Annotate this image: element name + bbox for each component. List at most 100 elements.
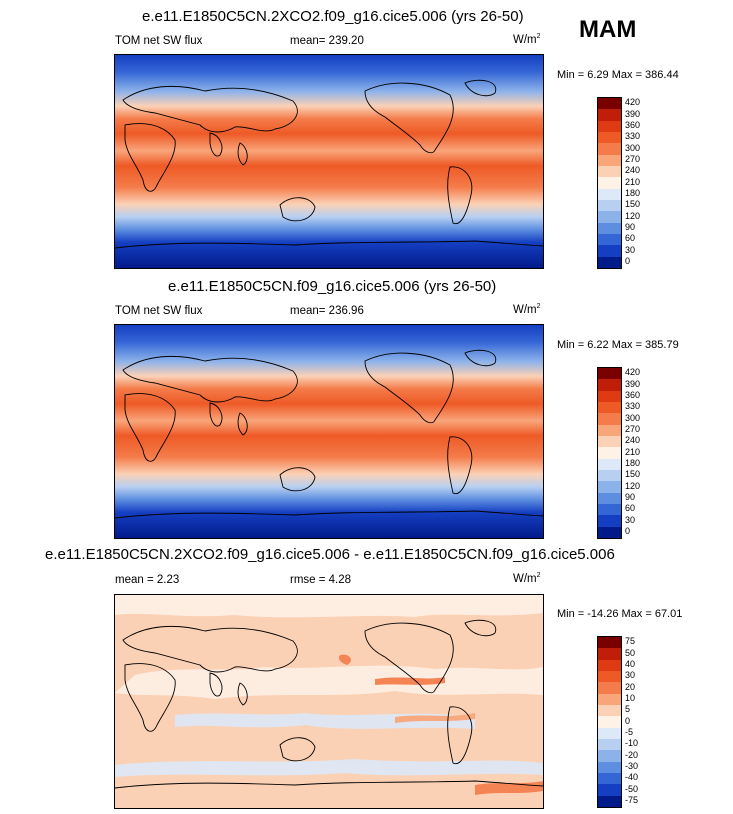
colorbar-tick-label: -20 (625, 749, 639, 760)
colorbar-tick-label: 420 (625, 97, 641, 108)
colorbar-tick-label: 330 (625, 401, 641, 412)
panel2-variable: TOM net SW flux (115, 305, 203, 317)
panel1-variable: TOM net SW flux (115, 35, 203, 47)
colorbar-box (598, 716, 621, 729)
colorbar-box (598, 234, 621, 246)
colorbar-tick-label: -10 (625, 738, 639, 749)
colorbar-tick-label: 150 (625, 199, 641, 210)
colorbar-tick-label: 300 (625, 412, 641, 423)
colorbar-box (598, 390, 621, 403)
colorbar-tick-label: 270 (625, 423, 641, 434)
colorbar-tick-label: 0 (625, 525, 631, 536)
colorbar-tick-label: 90 (625, 221, 636, 232)
colorbar-tick-label: 60 (625, 233, 636, 244)
colorbar-tick-label: 240 (625, 165, 641, 176)
colorbar-box (598, 120, 621, 133)
colorbar-box (598, 447, 621, 460)
colorbar-box (598, 682, 621, 695)
panel1-minmax: Min = 6.29 Max = 386.44 (557, 69, 679, 81)
colorbar-tick-label: 0 (625, 255, 631, 266)
colorbar-tick-label: 360 (625, 389, 641, 400)
colorbar-tick-label: 40 (625, 658, 636, 669)
colorbar-box (598, 143, 621, 156)
panel2-colorbar (597, 367, 622, 539)
colorbar-box (598, 177, 621, 190)
colorbar-box (598, 773, 621, 785)
colorbar-box (598, 648, 621, 661)
colorbar-box (598, 795, 621, 808)
panel1-map (114, 54, 544, 269)
colorbar-box (598, 256, 621, 269)
colorbar-box (598, 154, 621, 167)
colorbar-box (598, 424, 621, 437)
colorbar-tick-label: 60 (625, 503, 636, 514)
colorbar-tick-label: 180 (625, 187, 641, 198)
colorbar-tick-label: -30 (625, 760, 639, 771)
panel2-units: W/m2 (513, 303, 541, 316)
panel1-colorbar (597, 97, 622, 269)
colorbar-tick-label: 270 (625, 153, 641, 164)
colorbar-box (598, 784, 621, 797)
colorbar-tick-label: 30 (625, 244, 636, 255)
colorbar-box (598, 132, 621, 144)
panel3-units: W/m2 (513, 572, 541, 585)
colorbar-box (598, 245, 621, 258)
colorbar-box (598, 504, 621, 516)
colorbar-box (598, 750, 621, 763)
panel1-units: W/m2 (513, 33, 541, 46)
colorbar-tick-label: 30 (625, 514, 636, 525)
panel3-coastlines (115, 619, 543, 789)
panel2-minmax: Min = 6.22 Max = 385.79 (557, 339, 679, 351)
colorbar-box (598, 413, 621, 426)
colorbar-tick-label: -50 (625, 783, 639, 794)
panel3-mean: mean = 2.23 (115, 574, 180, 586)
colorbar-box (598, 188, 621, 201)
colorbar-tick-label: 0 (625, 715, 631, 726)
colorbar-tick-label: 10 (625, 692, 636, 703)
colorbar-box (598, 659, 621, 672)
colorbar-box (598, 200, 621, 212)
colorbar-tick-label: 180 (625, 457, 641, 468)
colorbar-box (598, 526, 621, 539)
panel3-map (114, 594, 544, 809)
panel3-anomaly-patches (115, 595, 543, 795)
panel2-mean: mean= 236.96 (290, 305, 364, 317)
colorbar-box (598, 98, 621, 110)
colorbar-tick-label: 150 (625, 469, 641, 480)
colorbar-box (598, 705, 621, 717)
colorbar-tick-label: -5 (625, 726, 634, 737)
colorbar-tick-label: 420 (625, 367, 641, 378)
panel1-mean: mean= 239.20 (290, 35, 364, 47)
colorbar-box (598, 671, 621, 683)
colorbar-tick-label: -40 (625, 772, 639, 783)
panel2-coastlines (115, 349, 543, 519)
colorbar-box (598, 470, 621, 482)
colorbar-box (598, 436, 621, 448)
panel1-coastlines (115, 79, 543, 249)
colorbar-tick-label: 90 (625, 491, 636, 502)
colorbar-box (598, 727, 621, 740)
colorbar-box (598, 379, 621, 392)
panel3-rmse: rmse = 4.28 (290, 574, 352, 586)
panel3-title: e.e11.E1850C5CN.2XCO2.f09_g16.cice5.006 … (45, 546, 615, 563)
colorbar-tick-label: 75 (625, 636, 636, 647)
panel1-title: e.e11.E1850C5CN.2XCO2.f09_g16.cice5.006 … (142, 8, 524, 25)
colorbar-box (598, 693, 621, 706)
colorbar-tick-label: 240 (625, 435, 641, 446)
colorbar-tick-label: 5 (625, 704, 631, 715)
colorbar-box (598, 492, 621, 505)
colorbar-box (598, 515, 621, 528)
panel3-colorbar (597, 636, 622, 808)
colorbar-tick-label: 210 (625, 176, 641, 187)
colorbar-box (598, 109, 621, 122)
colorbar-box (598, 368, 621, 380)
colorbar-tick-label: 50 (625, 647, 636, 658)
season-label: MAM (579, 16, 637, 43)
panel3-minmax: Min = -14.26 Max = 67.01 (557, 608, 683, 620)
panel2-title: e.e11.E1850C5CN.f09_g16.cice5.006 (yrs 2… (168, 278, 497, 295)
colorbar-box (598, 166, 621, 178)
colorbar-tick-label: 390 (625, 108, 641, 119)
colorbar-box (598, 761, 621, 774)
colorbar-tick-label: 120 (625, 210, 641, 221)
colorbar-tick-label: 300 (625, 142, 641, 153)
